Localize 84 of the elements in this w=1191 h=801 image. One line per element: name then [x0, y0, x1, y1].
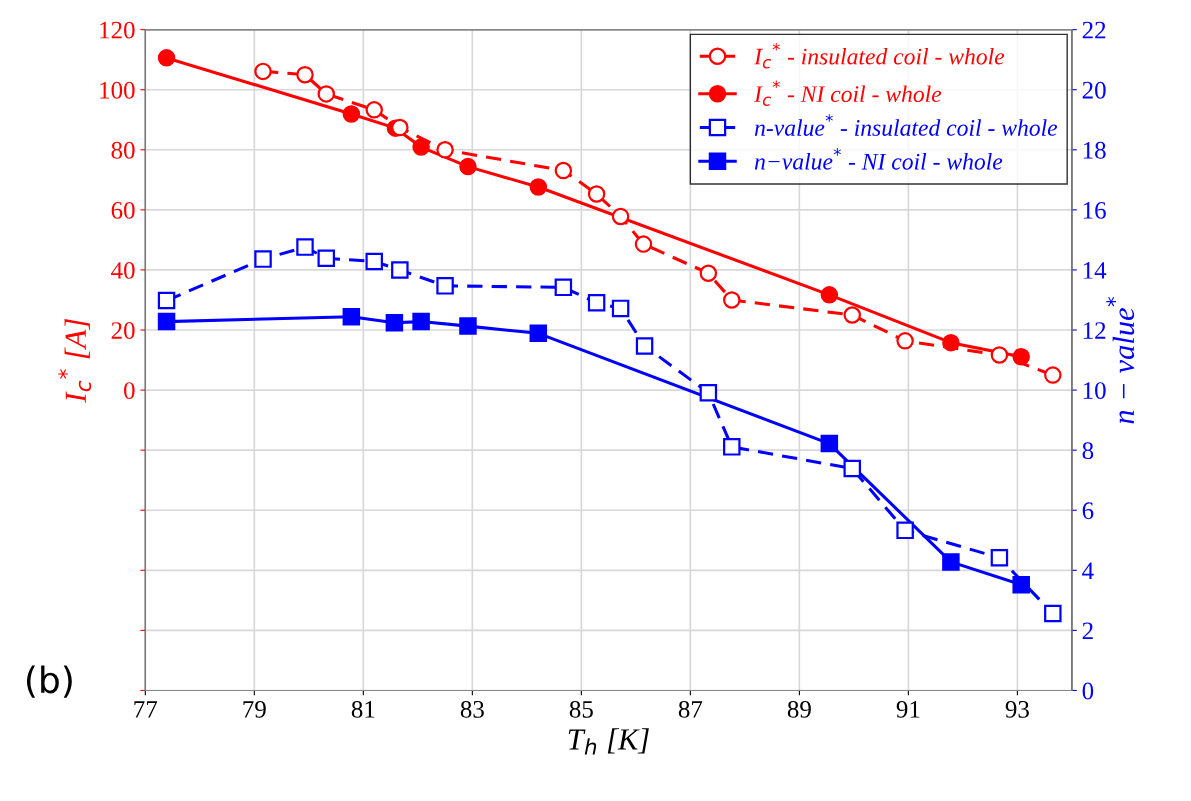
- point: [529, 324, 548, 343]
- point: [412, 138, 430, 156]
- x-tick-label: 85: [569, 700, 593, 718]
- point: [896, 332, 914, 350]
- y2-tick-label: 16: [1083, 201, 1106, 219]
- point: [699, 384, 718, 402]
- y2-tick-label: 22: [1082, 21, 1106, 39]
- x-tick-label: 83: [460, 700, 484, 718]
- x-tick-label: 81: [351, 700, 375, 718]
- x-axis-title: T$_{h}$ [K]: [568, 728, 649, 755]
- y-tick-label: 60: [111, 201, 135, 219]
- point: [820, 434, 839, 453]
- point: [587, 185, 606, 203]
- y2-tick-label: 10: [1083, 382, 1106, 400]
- point: [723, 291, 741, 309]
- point: [254, 62, 272, 81]
- y-axis-title: I$_{c}$$^{*}$ [A]: [58, 319, 92, 403]
- point: [843, 306, 861, 324]
- y2-tick-label: 0: [1082, 682, 1094, 700]
- point: [1044, 604, 1062, 623]
- point: [459, 317, 477, 335]
- y2-tick-label: 14: [1083, 262, 1107, 279]
- point: [254, 250, 272, 268]
- point: [385, 314, 404, 332]
- y-tick-label: 0: [124, 382, 135, 400]
- point: [365, 252, 383, 271]
- point: [342, 105, 361, 123]
- point: [820, 286, 839, 304]
- x-tick-label: 93: [1005, 700, 1029, 718]
- point: [1012, 575, 1030, 594]
- point: [412, 312, 430, 331]
- legend-label: n−value$^{*}$ - NI coil - whole: [754, 148, 1003, 170]
- point: [436, 141, 454, 159]
- point: [635, 337, 654, 355]
- y2-tick-label: 6: [1082, 502, 1094, 520]
- point: [317, 249, 336, 267]
- point: [157, 312, 176, 331]
- point: [529, 178, 548, 196]
- point: [391, 118, 409, 137]
- y2-tick-label: 18: [1083, 141, 1106, 159]
- point: [896, 521, 914, 540]
- point: [990, 346, 1009, 364]
- text: (b): [26, 665, 72, 698]
- point: [611, 207, 630, 226]
- point: [1044, 366, 1062, 384]
- point: [391, 261, 409, 279]
- point: [342, 308, 361, 326]
- x-tick-label: 87: [678, 700, 703, 718]
- y2-axis-title: n − value$^{*}$: [1106, 296, 1135, 424]
- point: [296, 238, 314, 256]
- point: [157, 291, 176, 310]
- y2-tick-label: 2: [1082, 622, 1093, 640]
- point: [296, 65, 314, 84]
- point: [699, 264, 718, 282]
- legend-label: I$_{c}$$^{*}$ - NI coil - whole: [754, 80, 942, 106]
- legend-label: I$_{c}$$^{*}$ - insulated coil - whole: [754, 43, 1005, 69]
- point: [587, 293, 606, 312]
- point: [942, 553, 960, 571]
- y-tick-label: 40: [111, 261, 135, 279]
- point: [365, 101, 383, 119]
- y-tick-label: 100: [100, 81, 135, 99]
- x-tick-label: 79: [243, 700, 266, 718]
- y2-tick-label: 4: [1082, 562, 1094, 579]
- point: [157, 49, 176, 67]
- point: [843, 459, 861, 478]
- x-tick-label: 89: [787, 700, 811, 718]
- y2-tick-label: 8: [1082, 442, 1094, 460]
- y2-tick-label: 12: [1083, 322, 1106, 339]
- y-tick-label: 80: [111, 141, 135, 159]
- point: [436, 277, 454, 295]
- point: [554, 161, 573, 180]
- y-tick-label: 20: [111, 322, 135, 339]
- legend-label: n-value$^{*}$ - insulated coil - whole: [754, 114, 1058, 136]
- point: [317, 85, 336, 103]
- point: [634, 235, 653, 253]
- x-tick-label: 77: [134, 701, 158, 718]
- point: [611, 299, 630, 318]
- y-tick-label: 120: [100, 21, 135, 39]
- point: [459, 157, 477, 176]
- y2-tick-label: 20: [1082, 81, 1106, 99]
- point: [554, 278, 573, 297]
- point: [990, 548, 1009, 567]
- x-tick-label: 91: [896, 700, 920, 718]
- point: [723, 438, 741, 456]
